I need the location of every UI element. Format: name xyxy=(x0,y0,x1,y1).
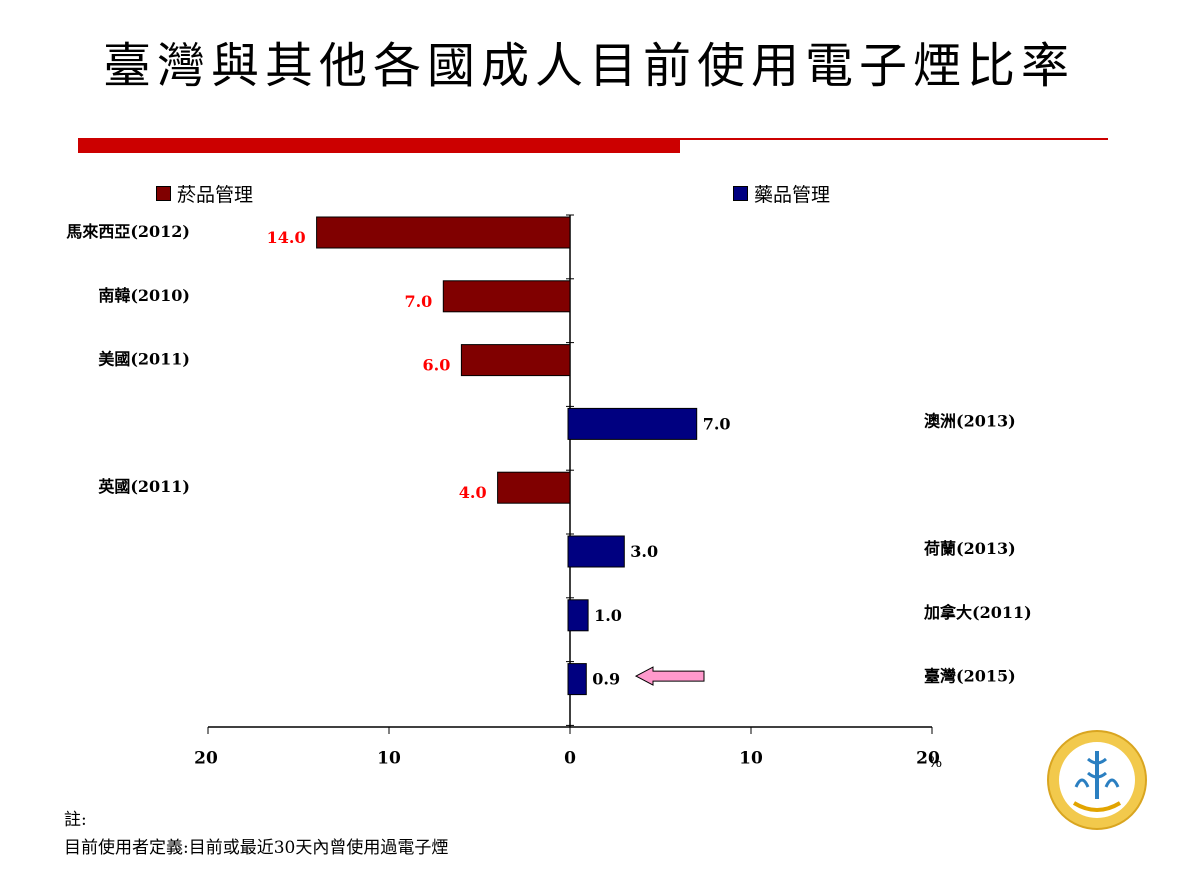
category-label: 加拿大(2011) xyxy=(923,603,1032,622)
legend-swatch-tobacco xyxy=(156,186,171,201)
category-label: 澳洲(2013) xyxy=(924,411,1016,430)
bar-drug xyxy=(567,599,589,632)
bar-tobacco xyxy=(442,280,571,313)
x-tick-label: 10 xyxy=(739,749,763,769)
x-tick-label: 0 xyxy=(564,749,576,769)
x-axis-unit: % xyxy=(928,753,942,771)
note-heading: 註: xyxy=(64,810,87,830)
bar-tobacco xyxy=(316,216,571,249)
data-label: 4.0 xyxy=(459,483,487,502)
note-text: 目前使用者定義:目前或最近30天內曾使用過電子煙 xyxy=(64,838,449,858)
x-tick-label: 20 xyxy=(916,749,940,769)
data-label: 7.0 xyxy=(703,414,731,433)
page-title: 臺灣與其他各國成人目前使用電子煙比率 xyxy=(102,38,1075,94)
legend-label-tobacco: 菸品管理 xyxy=(177,184,254,206)
category-label: 南韓(2010) xyxy=(98,286,190,305)
category-label: 英國(2011) xyxy=(97,477,190,496)
data-label: 1.0 xyxy=(594,606,622,625)
category-label: 美國(2011) xyxy=(98,350,190,369)
bar-drug xyxy=(567,663,587,696)
bar-drug xyxy=(567,535,625,568)
ministry-health-logo-icon xyxy=(1047,730,1147,830)
title-accent-bar xyxy=(78,139,680,153)
bar-tobacco xyxy=(497,471,571,504)
legend-swatch-drug xyxy=(733,186,748,201)
legend-drug: 藥品管理 xyxy=(733,180,830,207)
bar-tobacco xyxy=(460,344,571,377)
data-label: 14.0 xyxy=(267,228,306,247)
x-tick-label: 10 xyxy=(377,749,401,769)
bar-drug xyxy=(567,407,698,440)
category-label: 臺灣(2015) xyxy=(924,667,1016,686)
data-label: 0.9 xyxy=(592,670,620,689)
legend-label-drug: 藥品管理 xyxy=(754,184,831,206)
legend-tobacco: 菸品管理 xyxy=(156,180,253,207)
data-label: 3.0 xyxy=(630,542,658,561)
category-label: 馬來西亞(2012) xyxy=(66,222,190,241)
category-label: 荷蘭(2013) xyxy=(924,539,1016,558)
data-label: 6.0 xyxy=(423,356,451,375)
x-tick-label: 20 xyxy=(194,749,218,769)
highlight-arrow-icon xyxy=(634,666,705,686)
data-label: 7.0 xyxy=(404,292,432,311)
